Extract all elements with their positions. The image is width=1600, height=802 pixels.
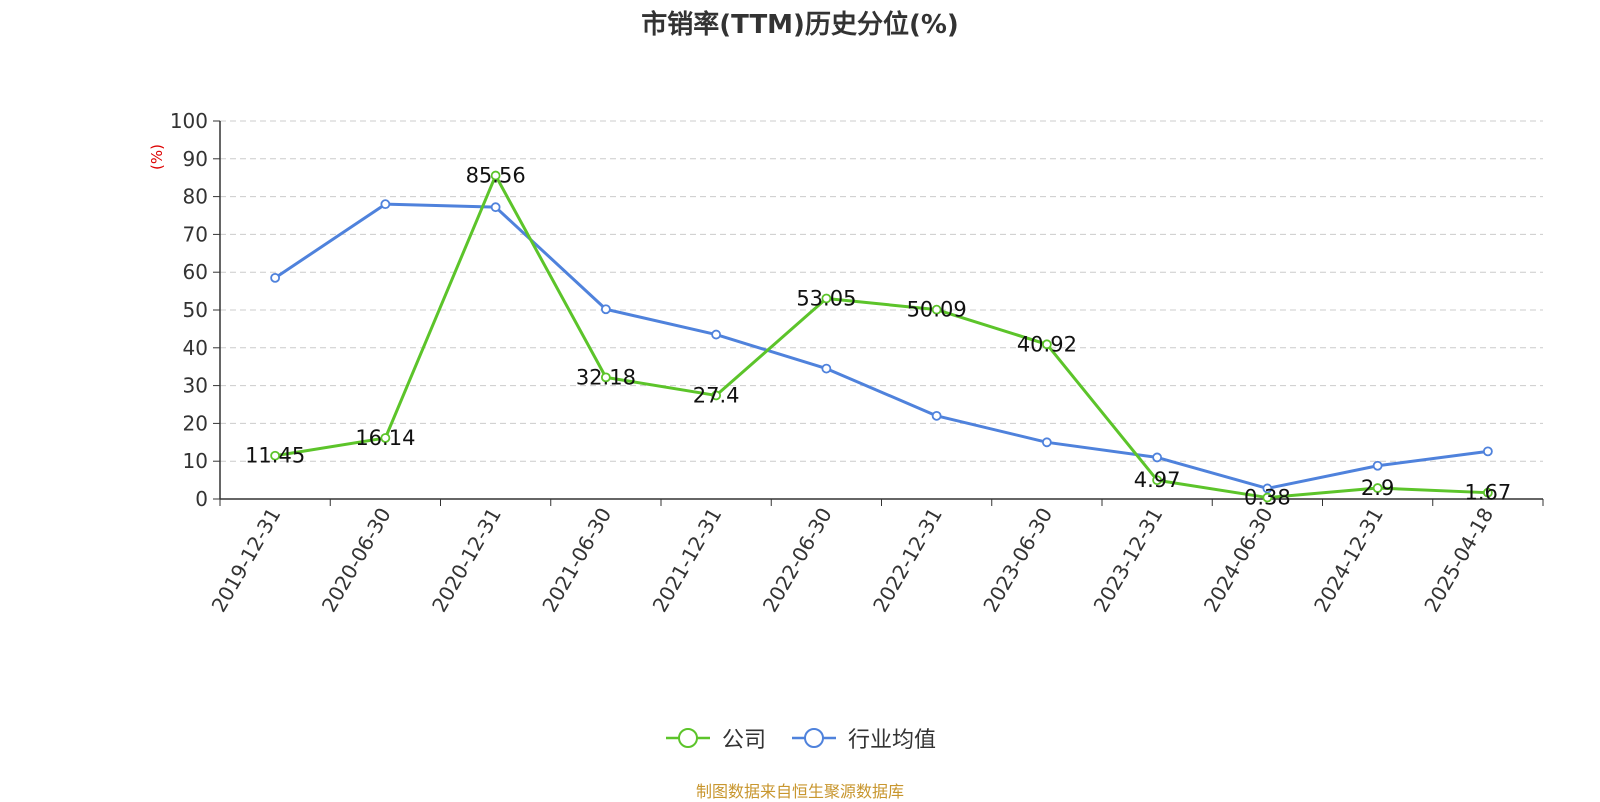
x-tick-label: 2023-06-30: [978, 504, 1057, 617]
data-label: 0.38: [1244, 486, 1291, 510]
data-point: [1482, 487, 1493, 498]
data-label: 2.9: [1361, 476, 1394, 500]
y-tick-label: 30: [183, 374, 208, 398]
series-lines: [270, 170, 1493, 503]
legend-label: 行业均值: [848, 728, 937, 753]
x-tick-label: 2020-06-30: [317, 504, 396, 617]
legend-item[interactable]: 公司: [664, 722, 766, 754]
data-point: [270, 450, 281, 461]
data-point: [711, 329, 722, 340]
x-tick-label: 2020-12-31: [427, 504, 506, 617]
data-label: 40.92: [1017, 332, 1077, 356]
y-tick-label: 40: [183, 336, 208, 360]
data-label: 85.56: [466, 164, 526, 188]
data-point: [1262, 492, 1273, 503]
series-line-1: [274, 202, 1489, 490]
data-point: [380, 199, 391, 210]
data-point: [1041, 339, 1052, 350]
legend-marker-icon: [792, 728, 836, 748]
y-tick-label: 50: [183, 298, 208, 322]
data-point: [1152, 475, 1163, 486]
source-note: 制图数据来自恒生聚源数据库: [695, 782, 904, 801]
series-line-0: [274, 174, 1488, 500]
data-point: [711, 390, 722, 401]
data-point: [600, 304, 611, 315]
y-tick-label: 80: [183, 185, 208, 209]
x-tick-label: 2022-12-31: [868, 504, 947, 617]
x-tick-label: 2024-06-30: [1199, 504, 1278, 617]
y-tick-label: 60: [183, 260, 208, 284]
chart-title: 市销率(TTM)历史分位(%): [641, 10, 959, 40]
y-tick-label: 20: [183, 411, 208, 435]
y-tick-label: 10: [183, 449, 208, 473]
y-tick-label: 0: [195, 487, 208, 511]
data-point: [600, 372, 611, 383]
x-tick-label: 2021-12-31: [648, 504, 727, 617]
x-tick-label: 2022-06-30: [758, 504, 837, 617]
data-point: [821, 293, 832, 304]
y-axis-title: (%): [148, 144, 166, 170]
data-point: [931, 304, 942, 315]
x-tick-label: 2025-04-18: [1419, 504, 1498, 617]
x-tick-label: 2024-12-31: [1309, 504, 1388, 617]
x-tick-label: 2023-12-31: [1089, 504, 1168, 617]
legend-label: 公司: [721, 728, 766, 753]
data-point: [1372, 483, 1383, 493]
data-point: [931, 410, 942, 421]
data-labels: 11.45 16.14 85.56 32.18 27.4 53.05 50.09 40.92 4…: [245, 164, 1511, 510]
data-point: [270, 272, 281, 283]
y-tick-label: 70: [183, 222, 208, 246]
data-point: [1482, 446, 1493, 457]
data-point: [1152, 452, 1163, 463]
data-label: 32.18: [576, 365, 636, 389]
data-label: 4.97: [1134, 468, 1181, 492]
y-tick-label: 100: [170, 109, 208, 133]
data-point: [1262, 483, 1273, 494]
axes: 0 10 20 30 40 50 60 70 80 90 100(%) 2019-12-31 2020-…: [148, 109, 1544, 617]
legend: 公司 行业均值: [0, 722, 1600, 754]
x-tick-label: 2019-12-31: [207, 504, 286, 617]
data-label: 50.09: [907, 298, 967, 322]
data-point: [490, 202, 501, 213]
data-point: [380, 433, 391, 443]
grid-lines: [220, 120, 1543, 462]
data-point: [1372, 460, 1383, 471]
data-label: 11.45: [245, 444, 305, 468]
data-point: [1041, 437, 1052, 448]
data-label: 53.05: [796, 286, 856, 310]
y-tick-label: 90: [183, 147, 208, 171]
data-label: 16.14: [355, 426, 415, 450]
data-label: 1.67: [1464, 481, 1511, 505]
data-point: [821, 363, 832, 374]
x-tick-label: 2021-06-30: [537, 504, 616, 617]
legend-marker-icon: [665, 728, 710, 748]
legend-item[interactable]: 行业均值: [790, 722, 936, 754]
data-label: 27.4: [693, 383, 740, 407]
data-point: [490, 170, 501, 181]
